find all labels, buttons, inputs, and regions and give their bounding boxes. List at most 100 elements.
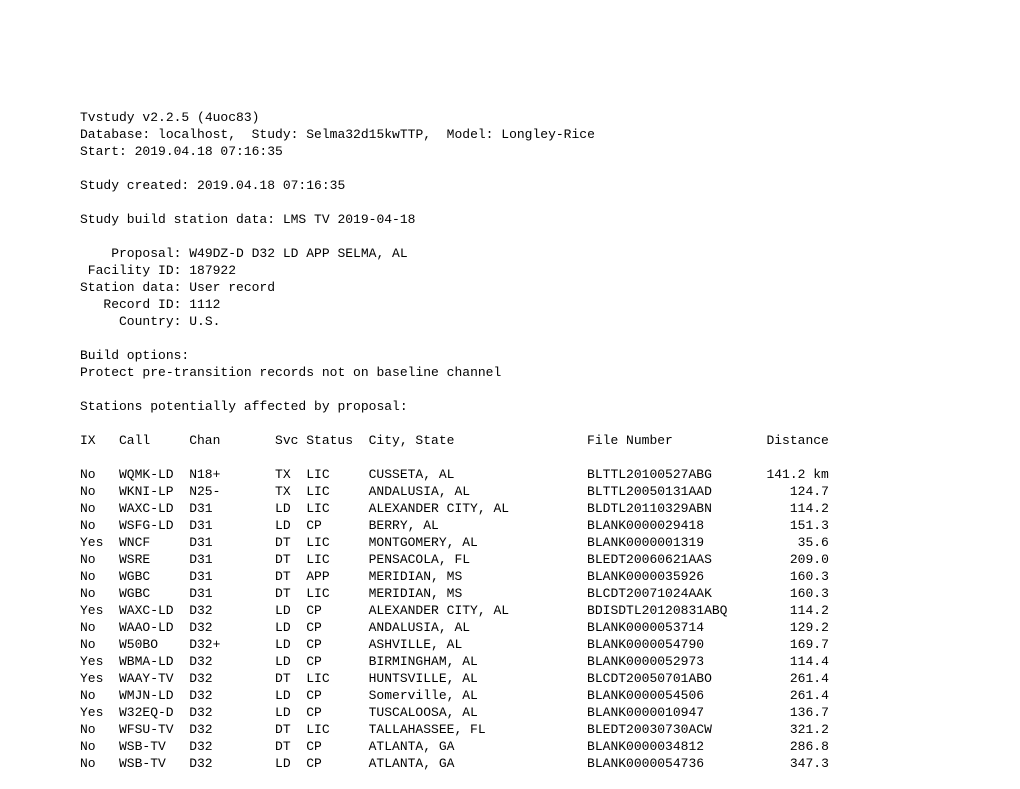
cell-file: BLANK0000054790	[587, 636, 759, 653]
cell-city: PENSACOLA, FL	[369, 551, 587, 568]
report-page: Tvstudy v2.2.5 (4uoc83) Database: localh…	[0, 0, 1020, 789]
cell-svc: LD	[275, 687, 306, 704]
cell-file: BLANK0000054736	[587, 755, 759, 772]
cell-status: CP	[306, 636, 368, 653]
cell-dist: 136.7	[759, 704, 829, 721]
cell-call: WSB-TV	[119, 755, 189, 772]
build-options-title: Build options:	[80, 348, 189, 363]
cell-chan: D32	[189, 687, 275, 704]
cell-city: MERIDIAN, MS	[369, 568, 587, 585]
cell-ix: No	[80, 551, 119, 568]
cell-dist: 160.3	[759, 585, 829, 602]
col-dist: Distance	[759, 432, 829, 449]
cell-svc: DT	[275, 534, 306, 551]
cell-chan: D32	[189, 619, 275, 636]
cell-dist: 209.0	[759, 551, 829, 568]
cell-call: WSFG-LD	[119, 517, 189, 534]
cell-dist: 321.2	[759, 721, 829, 738]
table-row: NoWKNI-LPN25-TXLICANDALUSIA, ALBLTTL2005…	[80, 483, 1020, 500]
cell-dist: 35.6	[759, 534, 829, 551]
cell-file: BLANK0000001319	[587, 534, 759, 551]
cell-dist: 114.2	[759, 500, 829, 517]
cell-chan: D31	[189, 568, 275, 585]
cell-call: WKNI-LP	[119, 483, 189, 500]
col-city: City, State	[369, 432, 587, 449]
cell-dist: 169.7	[759, 636, 829, 653]
cell-ix: Yes	[80, 653, 119, 670]
cell-chan: D32	[189, 670, 275, 687]
cell-status: LIC	[306, 466, 368, 483]
cell-svc: LD	[275, 755, 306, 772]
cell-svc: TX	[275, 466, 306, 483]
cell-ix: No	[80, 636, 119, 653]
table-row: YesWBMA-LDD32LDCPBIRMINGHAM, ALBLANK0000…	[80, 653, 1020, 670]
cell-chan: D31	[189, 500, 275, 517]
cell-status: LIC	[306, 670, 368, 687]
cell-file: BLANK0000053714	[587, 619, 759, 636]
cell-ix: Yes	[80, 704, 119, 721]
cell-city: MERIDIAN, MS	[369, 585, 587, 602]
cell-call: WSB-TV	[119, 738, 189, 755]
cell-status: CP	[306, 517, 368, 534]
cell-file: BLCDT20050701ABO	[587, 670, 759, 687]
cell-dist: 114.2	[759, 602, 829, 619]
cell-file: BLTTL20100527ABG	[587, 466, 759, 483]
cell-call: W32EQ-D	[119, 704, 189, 721]
cell-svc: DT	[275, 585, 306, 602]
station-data-line: Station data: User record	[80, 280, 275, 295]
header-line-1: Tvstudy v2.2.5 (4uoc83)	[80, 110, 259, 125]
cell-file: BDISDTL20120831ABQ	[587, 602, 759, 619]
cell-status: LIC	[306, 721, 368, 738]
cell-ix: No	[80, 619, 119, 636]
cell-dist: 286.8	[759, 738, 829, 755]
cell-call: WQMK-LD	[119, 466, 189, 483]
cell-call: WAXC-LD	[119, 500, 189, 517]
cell-city: TUSCALOOSA, AL	[369, 704, 587, 721]
cell-file: BLCDT20071024AAK	[587, 585, 759, 602]
table-row: NoWSB-TVD32DTCPATLANTA, GABLANK000003481…	[80, 738, 1020, 755]
cell-ix: No	[80, 466, 119, 483]
cell-chan: D32	[189, 704, 275, 721]
table-row: NoWAXC-LDD31LDLICALEXANDER CITY, ALBLDTL…	[80, 500, 1020, 517]
cell-dist: 151.3	[759, 517, 829, 534]
cell-dist: 114.4	[759, 653, 829, 670]
table-row: YesW32EQ-DD32LDCPTUSCALOOSA, ALBLANK0000…	[80, 704, 1020, 721]
cell-city: ATLANTA, GA	[369, 755, 587, 772]
cell-call: WAAO-LD	[119, 619, 189, 636]
cell-city: HUNTSVILLE, AL	[369, 670, 587, 687]
cell-chan: D32	[189, 602, 275, 619]
table-row: NoW50BOD32+LDCPASHVILLE, ALBLANK00000547…	[80, 636, 1020, 653]
cell-ix: No	[80, 738, 119, 755]
cell-dist: 261.4	[759, 670, 829, 687]
cell-status: LIC	[306, 585, 368, 602]
cell-chan: N25-	[189, 483, 275, 500]
cell-status: CP	[306, 738, 368, 755]
cell-city: MONTGOMERY, AL	[369, 534, 587, 551]
cell-ix: No	[80, 517, 119, 534]
cell-file: BLANK0000035926	[587, 568, 759, 585]
cell-file: BLANK0000029418	[587, 517, 759, 534]
cell-call: WAAY-TV	[119, 670, 189, 687]
cell-call: WMJN-LD	[119, 687, 189, 704]
cell-status: LIC	[306, 551, 368, 568]
cell-file: BLANK0000054506	[587, 687, 759, 704]
table-row: NoWGBCD31DTLICMERIDIAN, MSBLCDT20071024A…	[80, 585, 1020, 602]
cell-file: BLTTL20050131AAD	[587, 483, 759, 500]
proposal-line: Proposal: W49DZ-D D32 LD APP SELMA, AL	[80, 246, 408, 261]
table-row: NoWGBCD31DTAPPMERIDIAN, MSBLANK000003592…	[80, 568, 1020, 585]
col-ix: IX	[80, 432, 119, 449]
cell-ix: No	[80, 687, 119, 704]
cell-chan: D31	[189, 551, 275, 568]
cell-ix: No	[80, 483, 119, 500]
cell-call: WAXC-LD	[119, 602, 189, 619]
table-row: NoWSRED31DTLICPENSACOLA, FLBLEDT20060621…	[80, 551, 1020, 568]
cell-file: BLANK0000010947	[587, 704, 759, 721]
cell-svc: LD	[275, 602, 306, 619]
cell-ix: No	[80, 568, 119, 585]
cell-svc: TX	[275, 483, 306, 500]
cell-ix: Yes	[80, 534, 119, 551]
cell-svc: LD	[275, 636, 306, 653]
cell-city: TALLAHASSEE, FL	[369, 721, 587, 738]
country-line: Country: U.S.	[80, 314, 220, 329]
cell-status: CP	[306, 755, 368, 772]
